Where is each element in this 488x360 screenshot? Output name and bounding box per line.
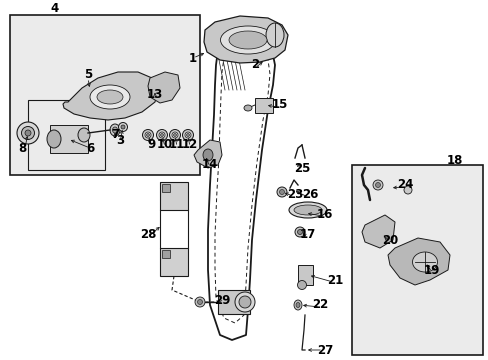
Bar bbox=[28, 100, 105, 170]
Text: 11: 11 bbox=[168, 139, 185, 152]
Ellipse shape bbox=[279, 189, 284, 194]
Text: 17: 17 bbox=[299, 229, 315, 242]
Ellipse shape bbox=[159, 132, 164, 138]
Bar bbox=[297, 265, 312, 285]
Ellipse shape bbox=[112, 127, 117, 133]
Bar bbox=[10, 15, 200, 175]
Ellipse shape bbox=[186, 134, 189, 136]
Ellipse shape bbox=[17, 122, 39, 144]
Text: 26: 26 bbox=[301, 189, 318, 202]
Text: 12: 12 bbox=[182, 139, 198, 152]
Polygon shape bbox=[387, 238, 449, 285]
Text: 15: 15 bbox=[271, 99, 287, 112]
Text: 18: 18 bbox=[446, 153, 462, 166]
Ellipse shape bbox=[173, 134, 176, 136]
Ellipse shape bbox=[228, 31, 266, 49]
Ellipse shape bbox=[118, 122, 127, 131]
Text: 24: 24 bbox=[396, 179, 412, 192]
Ellipse shape bbox=[142, 130, 153, 140]
Polygon shape bbox=[148, 72, 180, 103]
Bar bbox=[160, 182, 187, 210]
Text: 28: 28 bbox=[140, 229, 156, 242]
Text: 9: 9 bbox=[147, 139, 156, 152]
Ellipse shape bbox=[297, 280, 306, 289]
Text: 7: 7 bbox=[111, 129, 119, 141]
Bar bbox=[162, 184, 170, 192]
Text: 4: 4 bbox=[51, 1, 59, 14]
Text: 5: 5 bbox=[84, 68, 92, 81]
Polygon shape bbox=[203, 16, 287, 63]
Polygon shape bbox=[63, 72, 158, 120]
Ellipse shape bbox=[195, 297, 204, 307]
Polygon shape bbox=[194, 140, 222, 168]
Ellipse shape bbox=[110, 124, 120, 136]
Ellipse shape bbox=[78, 128, 90, 142]
Bar bbox=[351, 165, 482, 355]
Ellipse shape bbox=[372, 180, 382, 190]
Text: 13: 13 bbox=[146, 89, 163, 102]
Ellipse shape bbox=[172, 132, 178, 138]
Ellipse shape bbox=[239, 296, 250, 308]
Ellipse shape bbox=[47, 130, 61, 148]
Ellipse shape bbox=[146, 134, 149, 136]
Ellipse shape bbox=[203, 149, 213, 161]
Ellipse shape bbox=[220, 26, 275, 54]
Ellipse shape bbox=[276, 187, 286, 197]
Ellipse shape bbox=[235, 292, 254, 312]
Ellipse shape bbox=[288, 202, 326, 218]
Ellipse shape bbox=[295, 302, 299, 307]
Text: 3: 3 bbox=[116, 134, 124, 147]
Ellipse shape bbox=[145, 132, 151, 138]
Text: 29: 29 bbox=[213, 293, 230, 306]
Bar bbox=[160, 248, 187, 276]
Ellipse shape bbox=[294, 227, 305, 237]
Bar bbox=[162, 250, 170, 258]
Ellipse shape bbox=[412, 252, 437, 272]
Ellipse shape bbox=[182, 130, 193, 140]
Ellipse shape bbox=[184, 132, 191, 138]
Ellipse shape bbox=[169, 130, 180, 140]
Text: 21: 21 bbox=[326, 274, 343, 287]
Ellipse shape bbox=[97, 90, 123, 104]
Text: 8: 8 bbox=[18, 141, 26, 154]
Ellipse shape bbox=[293, 205, 321, 215]
Ellipse shape bbox=[90, 85, 130, 109]
Text: 16: 16 bbox=[316, 208, 332, 221]
Text: 23: 23 bbox=[286, 189, 303, 202]
Ellipse shape bbox=[297, 230, 302, 234]
Ellipse shape bbox=[244, 105, 251, 111]
Text: 2: 2 bbox=[250, 58, 259, 72]
Bar bbox=[50, 125, 88, 153]
Ellipse shape bbox=[21, 126, 35, 139]
Ellipse shape bbox=[160, 134, 163, 136]
Ellipse shape bbox=[403, 186, 411, 194]
Text: 14: 14 bbox=[202, 158, 218, 171]
Bar bbox=[218, 290, 249, 314]
Text: 6: 6 bbox=[86, 141, 94, 154]
Text: 25: 25 bbox=[293, 162, 309, 175]
Ellipse shape bbox=[25, 130, 31, 136]
Text: 20: 20 bbox=[381, 234, 397, 247]
Ellipse shape bbox=[265, 23, 284, 47]
Ellipse shape bbox=[293, 300, 302, 310]
Text: 22: 22 bbox=[311, 298, 327, 311]
Text: 19: 19 bbox=[423, 264, 439, 276]
Text: 27: 27 bbox=[316, 343, 332, 356]
Ellipse shape bbox=[197, 300, 202, 305]
Polygon shape bbox=[361, 215, 394, 248]
Ellipse shape bbox=[375, 183, 380, 188]
Ellipse shape bbox=[121, 125, 125, 129]
Text: 10: 10 bbox=[157, 139, 173, 152]
Text: 1: 1 bbox=[188, 51, 197, 64]
Ellipse shape bbox=[156, 130, 167, 140]
Bar bbox=[254, 98, 272, 113]
